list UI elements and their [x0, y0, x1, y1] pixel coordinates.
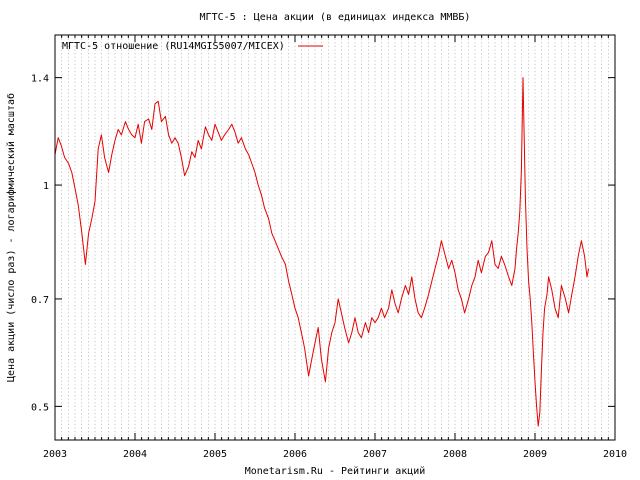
plot-frame [54, 34, 616, 441]
x-tick-label: 2004 [123, 449, 147, 460]
legend-label: МГТС-5 отношение (RU14MGIS5007/MICEX) [62, 41, 285, 52]
y-tick-label: 0.7 [31, 295, 49, 306]
chart-title: МГТС-5 : Цена акции (в единицах индекса … [200, 12, 471, 23]
x-tick-labels: 2003 2004 2005 2006 2007 2008 2009 2010 [43, 449, 627, 460]
y-axis-label: Цена акции (число раз) - логарифмический… [5, 93, 17, 382]
x-tick-label: 2008 [443, 449, 467, 460]
x-tick-label: 2010 [603, 449, 627, 460]
y-tick-labels: 0.5 0.7 1 1.4 [31, 74, 49, 414]
x-tick-label: 2007 [363, 449, 387, 460]
grid-lines [61, 35, 609, 440]
x-tick-label: 2006 [283, 449, 307, 460]
y-tick-label: 1.4 [31, 74, 49, 85]
legend: МГТС-5 отношение (RU14MGIS5007/MICEX) [62, 41, 323, 52]
y-tick-label: 1 [43, 181, 49, 192]
x-tick-label: 2009 [523, 449, 547, 460]
series-layer [54, 77, 590, 427]
x-tick-label: 2005 [203, 449, 227, 460]
x-axis-label: Monetarism.Ru - Рейтинги акций [245, 465, 426, 477]
y-tick-label: 0.5 [31, 402, 49, 413]
series-line [54, 77, 590, 427]
x-tick-label: 2003 [43, 449, 67, 460]
